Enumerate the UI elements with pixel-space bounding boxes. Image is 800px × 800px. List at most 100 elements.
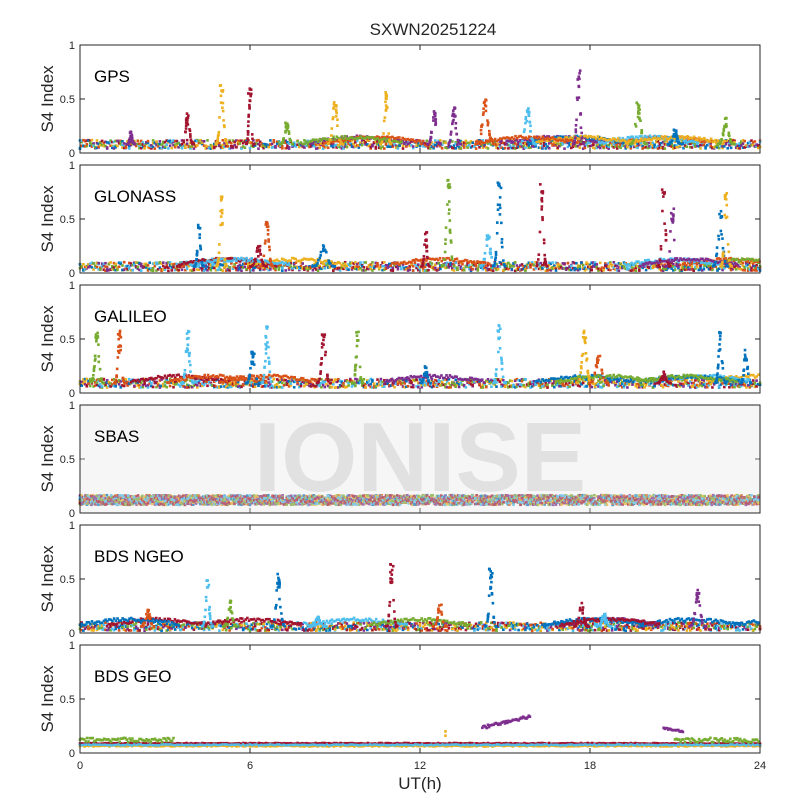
- data-point: [420, 261, 423, 264]
- data-point: [124, 378, 128, 381]
- data-point: [420, 265, 423, 268]
- data-point: [503, 264, 507, 268]
- data-point: [384, 91, 387, 94]
- data-point: [528, 138, 532, 142]
- data-point: [527, 261, 531, 265]
- data-point: [545, 264, 549, 268]
- data-point: [628, 137, 632, 141]
- data-point: [311, 268, 315, 272]
- data-point: [615, 145, 619, 148]
- data-point: [219, 263, 223, 266]
- data-point: [170, 269, 174, 272]
- data-point: [615, 264, 619, 268]
- data-point: [151, 262, 155, 265]
- data-point: [672, 207, 676, 211]
- data-point: [360, 143, 364, 147]
- data-point: [320, 143, 323, 147]
- data-point: [364, 143, 367, 146]
- data-point: [116, 268, 119, 272]
- data-point: [525, 138, 529, 142]
- data-point: [362, 261, 366, 264]
- data-point: [575, 145, 578, 148]
- data-point: [496, 265, 500, 268]
- data-point: [520, 263, 524, 266]
- data-point: [686, 140, 689, 144]
- data-point: [284, 139, 287, 143]
- data-point: [621, 144, 624, 147]
- data-point: [540, 140, 544, 143]
- panel-label: GPS: [94, 67, 130, 86]
- data-point: [736, 266, 740, 269]
- data-point: [683, 141, 687, 145]
- data-point: [594, 137, 598, 140]
- data-point: [611, 137, 615, 141]
- data-point: [661, 267, 665, 270]
- data-point: [459, 146, 463, 150]
- data-point: [577, 136, 581, 139]
- data-point: [660, 141, 663, 145]
- data-point: [248, 141, 252, 145]
- data-point: [301, 267, 304, 270]
- data-point: [537, 267, 541, 271]
- data-point: [289, 382, 293, 386]
- data-point: [701, 139, 705, 143]
- y-axis-label: S4 Index: [38, 305, 57, 373]
- data-point: [199, 266, 202, 270]
- data-point: [451, 266, 454, 270]
- data-point: [529, 142, 533, 146]
- data-point: [725, 117, 728, 120]
- data-point: [243, 146, 247, 150]
- data-point: [529, 135, 533, 139]
- data-point: [112, 261, 116, 265]
- data-point: [672, 128, 676, 132]
- data-point: [112, 268, 116, 272]
- data-point: [401, 136, 405, 140]
- data-point: [638, 135, 642, 138]
- data-point: [491, 142, 495, 146]
- data-point: [99, 143, 102, 147]
- data-point: [734, 264, 738, 267]
- data-point: [483, 257, 486, 261]
- data-point: [287, 262, 291, 265]
- data-point: [733, 265, 736, 268]
- data-point: [632, 268, 636, 272]
- data-point: [755, 143, 758, 146]
- data-point: [102, 142, 106, 146]
- data-point: [672, 238, 676, 242]
- data-point: [574, 136, 577, 139]
- data-point: [434, 140, 437, 144]
- data-point: [483, 251, 487, 255]
- data-point: [323, 137, 327, 140]
- data-point: [330, 134, 333, 137]
- data-point: [415, 141, 418, 144]
- data-point: [547, 142, 551, 145]
- data-point: [481, 141, 485, 145]
- data-point: [609, 261, 612, 264]
- data-point: [634, 269, 638, 273]
- data-point: [129, 142, 133, 146]
- data-point: [520, 268, 524, 271]
- data-point: [350, 139, 354, 142]
- data-point: [138, 146, 141, 150]
- data-point: [697, 136, 701, 139]
- data-point: [294, 266, 298, 270]
- data-point: [371, 143, 374, 147]
- data-point: [454, 142, 457, 145]
- data-point: [490, 143, 493, 147]
- data-point: [462, 266, 466, 270]
- data-point: [167, 261, 170, 264]
- data-point: [196, 139, 199, 143]
- data-point: [148, 144, 151, 147]
- data-point: [199, 138, 202, 142]
- data-point: [445, 261, 449, 265]
- data-point: [680, 138, 684, 142]
- data-point: [130, 137, 134, 140]
- data-point: [587, 141, 590, 145]
- data-point: [311, 143, 315, 147]
- data-point: [360, 269, 364, 272]
- data-point: [352, 142, 355, 146]
- data-point: [245, 267, 248, 271]
- data-point: [145, 264, 148, 267]
- data-point: [634, 266, 638, 270]
- data-point: [486, 268, 490, 272]
